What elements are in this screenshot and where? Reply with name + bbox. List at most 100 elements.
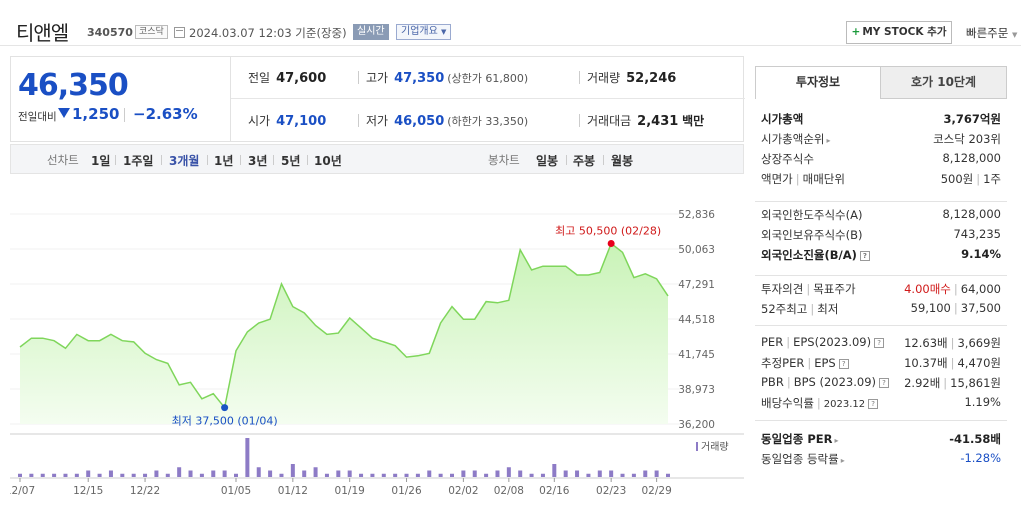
- period-1y[interactable]: 1년: [214, 154, 234, 168]
- pbr-bps-label: PBR | BPS (2023.09)?: [761, 375, 890, 389]
- company-overview-button[interactable]: 기업개요 ▼: [396, 24, 452, 40]
- dividend-yield: 1.19%: [964, 395, 1001, 409]
- current-price: 46,350: [18, 68, 129, 103]
- candle-daily[interactable]: 일봉: [536, 154, 559, 168]
- volume-bar: [393, 473, 398, 477]
- period-1w[interactable]: 1주일: [123, 154, 154, 168]
- volume-bar: [245, 438, 250, 477]
- volume-bar: [518, 470, 523, 477]
- price-chart[interactable]: 52,836 50,063 47,291 44,518 41,745 38,973 36,2…: [10, 178, 744, 508]
- volume-bar: [461, 470, 466, 477]
- volume-legend: 거래량: [701, 441, 729, 453]
- realtime-badge[interactable]: 실시간: [353, 24, 389, 40]
- period-1d[interactable]: 1일: [91, 154, 111, 168]
- help-icon[interactable]: ?: [874, 338, 885, 348]
- help-icon[interactable]: ?: [859, 251, 870, 261]
- volume-bar: [86, 470, 91, 477]
- price-stats: 전일 47,600 고가 47,350 (상한가 61,800) 거래량 52,246 …: [230, 56, 745, 142]
- high-label: 고가: [366, 71, 389, 85]
- foreign-section: 외국인한도주식수(A) 8,128,000 외국인보유주식수(B) 743,235 …: [755, 202, 1007, 276]
- volume-label: 거래량: [587, 71, 621, 85]
- volume-value: 52,246: [626, 71, 677, 86]
- y-tick-label: 50,063: [678, 244, 715, 256]
- quick-order-button[interactable]: 빠른주문 ▼: [966, 26, 1018, 40]
- y-tick-label: 44,518: [678, 314, 715, 326]
- opinion-section: 투자의견 | 목표주가 4.00매수 | 64,000 52주최고 | 최저 59,100 | 37…: [755, 276, 1007, 326]
- volume-bar: [279, 473, 284, 477]
- est-per-eps-value: 10.37배 | 4,470원: [904, 356, 1001, 370]
- period-3y[interactable]: 3년: [248, 154, 268, 168]
- x-tick-label: 01/05: [221, 485, 251, 497]
- x-tick-label: 02/02: [448, 485, 478, 497]
- volume-bar: [290, 464, 295, 477]
- dividend-label: 배당수익률 | 2023.12?: [761, 395, 879, 411]
- help-icon[interactable]: ?: [879, 378, 890, 388]
- help-icon[interactable]: ?: [838, 359, 849, 369]
- high-point-marker: [607, 239, 615, 247]
- candle-weekly[interactable]: 주봉: [573, 154, 596, 168]
- x-tick-label: 02/16: [539, 485, 570, 497]
- volume-bar: [631, 473, 636, 477]
- foreign-limit-label: 외국인한도주식수(A): [761, 208, 863, 222]
- volume-bar: [552, 464, 557, 477]
- y-tick-label: 38,973: [678, 384, 715, 396]
- per-eps-value: 12.63배 | 3,669원: [904, 336, 1001, 350]
- industry-per: -41.58배: [949, 432, 1001, 446]
- candle-monthly[interactable]: 월봉: [611, 154, 634, 168]
- line-chart-label: 선차트: [47, 153, 79, 167]
- volume-bar: [597, 470, 602, 477]
- volume-bar: [609, 470, 614, 477]
- low-label: 저가: [366, 114, 389, 128]
- volume-bar: [234, 473, 238, 477]
- volume-bar: [540, 473, 545, 477]
- volume-legend-icon: [696, 442, 698, 451]
- opinion-label: 투자의견 | 목표주가: [761, 282, 856, 296]
- industry-rate-link[interactable]: 동일업종 등락률 ▸: [761, 452, 845, 466]
- volume-bar: [438, 473, 443, 477]
- x-tick-label: 01/26: [391, 485, 422, 497]
- opinion-value: 4.00매수 | 64,000: [904, 282, 1001, 296]
- period-5y[interactable]: 5년: [281, 154, 301, 168]
- volume-bar: [450, 473, 454, 477]
- volume-bar: [404, 473, 409, 477]
- mystock-add-button[interactable]: + MY STOCK 추가: [846, 21, 952, 44]
- x-tick-label: 01/12: [278, 485, 308, 497]
- volume-bar: [143, 473, 148, 477]
- period-10y[interactable]: 10년: [314, 154, 342, 168]
- x-tick-label: 12/22: [130, 485, 160, 497]
- y-tick-label: 47,291: [678, 279, 715, 291]
- industry-per-link[interactable]: 동일업종 PER ▸: [761, 432, 839, 446]
- lower-limit: (하한가 33,350): [447, 115, 529, 128]
- w52-value: 59,100 | 37,500: [910, 301, 1001, 315]
- stock-code: 340570: [87, 26, 133, 39]
- foreign-limit: 8,128,000: [942, 207, 1001, 221]
- x-tick-label: 12/15: [73, 485, 103, 497]
- x-tick-label: 12/07: [10, 485, 35, 497]
- market-cap-rank-link[interactable]: 시가총액순위 ▸: [761, 132, 831, 146]
- stock-name: 티앤엘: [16, 21, 69, 45]
- high-value: 47,350: [394, 71, 445, 86]
- chart-period-bar: 선차트 1일 1주일 3개월 1년 3년 5년 10년 봉차트 일봉 주봉 월봉: [10, 144, 744, 174]
- volume-bar: [74, 473, 79, 477]
- volume-bar: [268, 470, 273, 477]
- pbr-bps-value: 2.92배 | 15,861원: [904, 376, 1001, 390]
- volume-bar: [484, 473, 489, 477]
- price-line: [19, 242, 669, 410]
- industry-section: 동일업종 PER ▸ -41.58배 동일업종 등락률 ▸ -1.28%: [755, 421, 1007, 473]
- low-label: 최저 37,500 (01/04): [172, 415, 278, 428]
- low-value: 46,050: [394, 114, 445, 129]
- volume-bar: [415, 473, 420, 477]
- volume-bar: [63, 473, 68, 477]
- tab-investment-info[interactable]: 투자정보: [755, 66, 881, 99]
- w52-label: 52주최고 | 최저: [761, 302, 839, 316]
- period-3m[interactable]: 3개월: [169, 154, 200, 168]
- volume-bar: [199, 473, 204, 477]
- tab-orderbook-10[interactable]: 호가 10단계: [881, 66, 1007, 99]
- listed-shares: 8,128,000: [942, 151, 1001, 165]
- help-icon[interactable]: ?: [868, 399, 879, 409]
- market-cap-section: 시가총액 3,767억원 시가총액순위 ▸ 코스닥 203위 상장주식수 8,128,0…: [755, 99, 1007, 202]
- volume-bar: [40, 473, 45, 477]
- x-tick-label: 02/29: [641, 485, 671, 497]
- amount-value: 2,431: [637, 114, 679, 129]
- upper-limit: (상한가 61,800): [447, 72, 529, 85]
